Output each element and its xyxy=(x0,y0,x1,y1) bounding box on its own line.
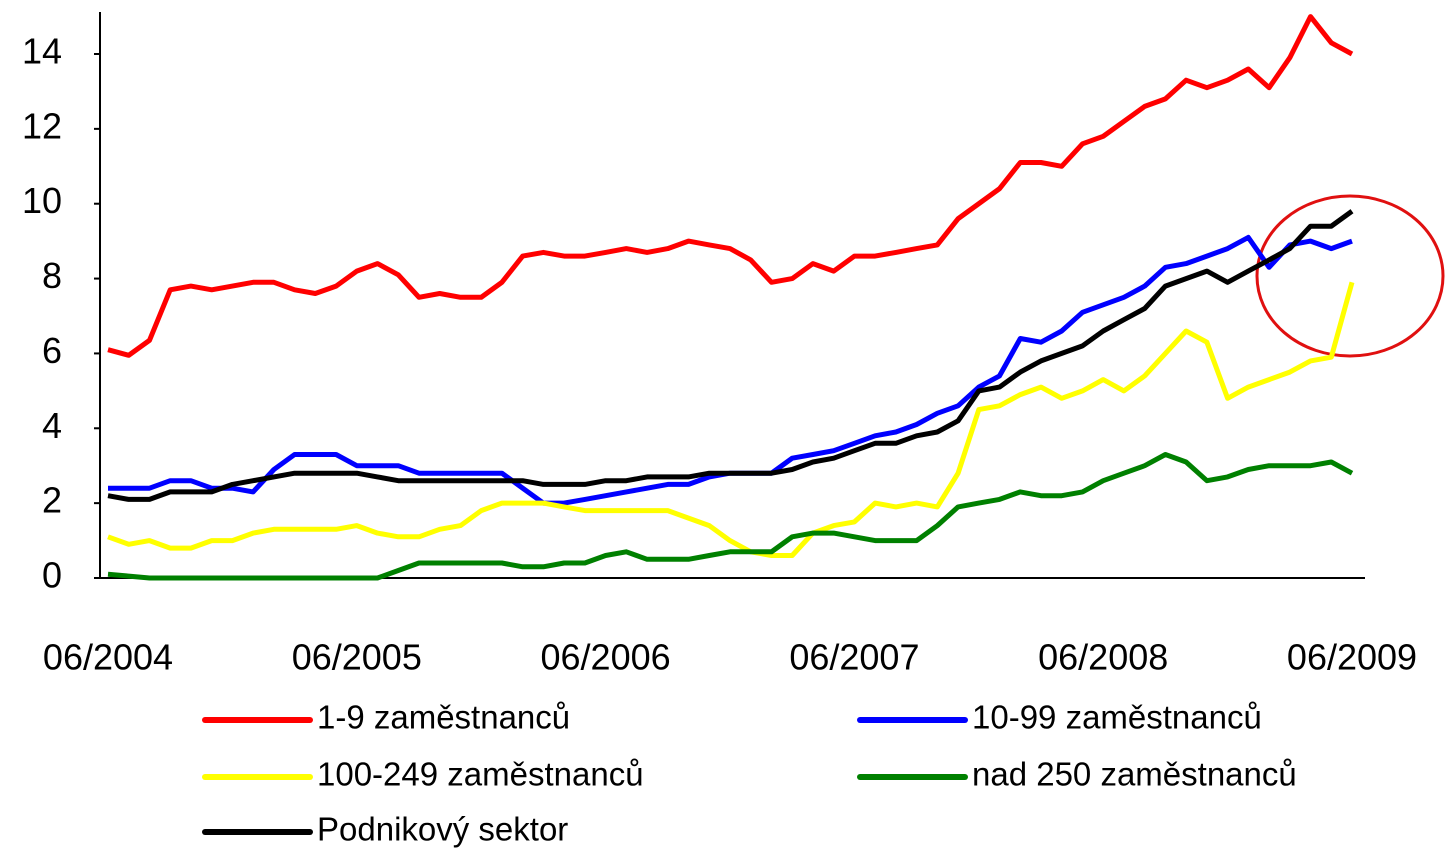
y-tick-label: 8 xyxy=(42,255,62,296)
series-line xyxy=(107,14,1354,358)
x-tick-label: 06/2006 xyxy=(541,637,671,678)
x-tick-label: 06/2008 xyxy=(1038,637,1168,678)
legend-label: 10-99 zaměstnanců xyxy=(972,699,1262,736)
legend-label: 100-249 zaměstnanců xyxy=(317,756,644,793)
y-tick-label: 6 xyxy=(42,330,62,371)
y-tick-label: 0 xyxy=(42,555,62,596)
y-tick-label: 2 xyxy=(42,480,62,521)
x-tick-label: 06/2009 xyxy=(1287,637,1417,678)
y-tick-label: 4 xyxy=(42,405,62,446)
x-tick-label: 06/2004 xyxy=(43,637,173,678)
y-tick-label: 14 xyxy=(22,31,62,72)
highlight-ellipse xyxy=(1255,194,1445,358)
series-line xyxy=(107,452,1354,581)
x-tick-label: 06/2005 xyxy=(292,637,422,678)
y-tick-label: 12 xyxy=(22,105,62,146)
legend-label: 1-9 zaměstnanců xyxy=(317,699,570,736)
legend-label: nad 250 zaměstnanců xyxy=(972,756,1297,793)
legend-label: Podnikový sektor xyxy=(317,811,568,848)
x-tick-label: 06/2007 xyxy=(789,637,919,678)
y-tick-label: 10 xyxy=(22,180,62,221)
series-line xyxy=(108,234,1353,506)
series-line xyxy=(107,281,1355,558)
series-line xyxy=(107,209,1354,502)
